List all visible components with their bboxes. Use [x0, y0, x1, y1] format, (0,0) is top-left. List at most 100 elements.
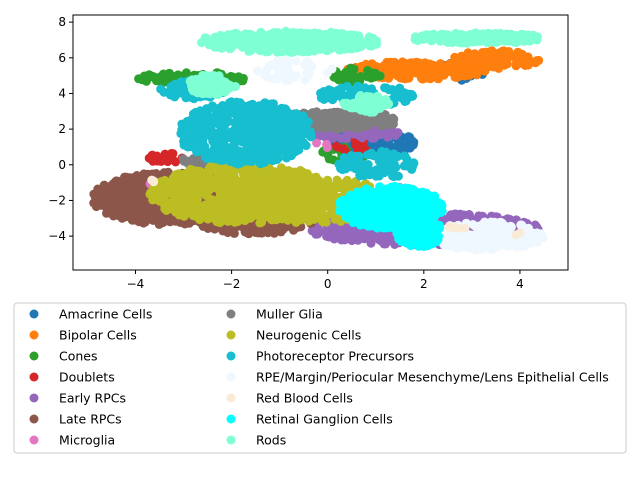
data-point [322, 178, 332, 188]
data-point [340, 122, 350, 131]
data-point [338, 108, 348, 118]
points-layer [89, 26, 548, 255]
data-point [195, 215, 205, 225]
data-point [235, 124, 245, 134]
data-point [251, 228, 261, 237]
data-point [400, 151, 409, 161]
data-point [236, 157, 246, 167]
data-point [250, 139, 260, 149]
data-point [456, 69, 466, 79]
data-point [456, 241, 465, 251]
data-point [397, 234, 406, 243]
data-point [312, 138, 322, 148]
data-point [132, 177, 142, 187]
data-point [291, 70, 301, 80]
data-point [327, 223, 337, 233]
data-point [253, 120, 263, 130]
data-point [276, 106, 285, 116]
data-point [531, 58, 540, 68]
data-point [248, 165, 258, 175]
data-point [489, 62, 499, 72]
data-point [246, 129, 256, 139]
data-point [270, 147, 280, 157]
data-point [430, 191, 440, 201]
data-point [401, 195, 410, 205]
data-point [420, 74, 430, 83]
data-point [491, 221, 501, 231]
data-point [328, 203, 338, 213]
data-point [430, 228, 440, 238]
series-1 [343, 46, 544, 84]
data-point [147, 175, 157, 185]
data-point [141, 75, 151, 85]
data-point [268, 100, 278, 110]
data-point [388, 69, 398, 79]
data-point [277, 196, 287, 205]
data-point [156, 84, 166, 94]
data-point [291, 56, 301, 66]
data-point [89, 198, 99, 208]
data-point [188, 177, 198, 187]
data-point [162, 187, 172, 197]
data-point [172, 184, 181, 194]
data-point [308, 212, 318, 222]
data-point [396, 186, 406, 196]
data-point [314, 176, 324, 186]
data-point [519, 57, 528, 67]
data-point [240, 103, 250, 113]
data-point [340, 146, 350, 156]
data-point [232, 189, 242, 199]
data-point [221, 188, 231, 198]
data-point [393, 151, 403, 161]
data-point [218, 136, 228, 146]
data-point [110, 200, 120, 210]
data-point [204, 178, 214, 188]
series-11 [147, 175, 525, 240]
data-point [379, 61, 389, 71]
data-point [166, 82, 176, 92]
data-point [321, 113, 331, 123]
data-point [267, 60, 277, 70]
data-point [419, 230, 429, 240]
data-point [263, 108, 273, 118]
data-point [238, 131, 248, 141]
data-point [370, 68, 380, 78]
data-point [231, 215, 241, 225]
data-point [221, 149, 231, 159]
data-point [408, 66, 418, 76]
data-point [286, 151, 296, 161]
data-point [274, 170, 284, 180]
data-point [239, 112, 249, 122]
data-point [262, 150, 272, 159]
data-point [342, 81, 352, 91]
data-point [179, 140, 189, 150]
data-point [347, 154, 357, 164]
data-point [174, 204, 184, 214]
data-point [359, 234, 369, 244]
data-point [299, 199, 309, 209]
data-point [343, 194, 353, 204]
data-point [230, 103, 240, 113]
data-point [470, 245, 480, 255]
data-point [366, 206, 376, 216]
data-point [206, 222, 216, 232]
data-point [400, 69, 410, 79]
data-point [385, 197, 395, 207]
data-point [299, 138, 308, 148]
data-point [367, 59, 377, 69]
data-point [404, 224, 414, 234]
data-point [317, 188, 327, 198]
data-point [448, 210, 458, 220]
data-point [418, 199, 428, 209]
data-point [164, 214, 174, 224]
data-point [158, 69, 168, 79]
data-point [171, 170, 181, 179]
data-point [506, 240, 516, 250]
data-point [143, 202, 153, 212]
data-point [333, 142, 342, 152]
data-point [411, 59, 421, 69]
data-point [285, 119, 295, 129]
data-point [354, 151, 364, 161]
data-point [300, 212, 310, 222]
data-point [148, 215, 158, 225]
